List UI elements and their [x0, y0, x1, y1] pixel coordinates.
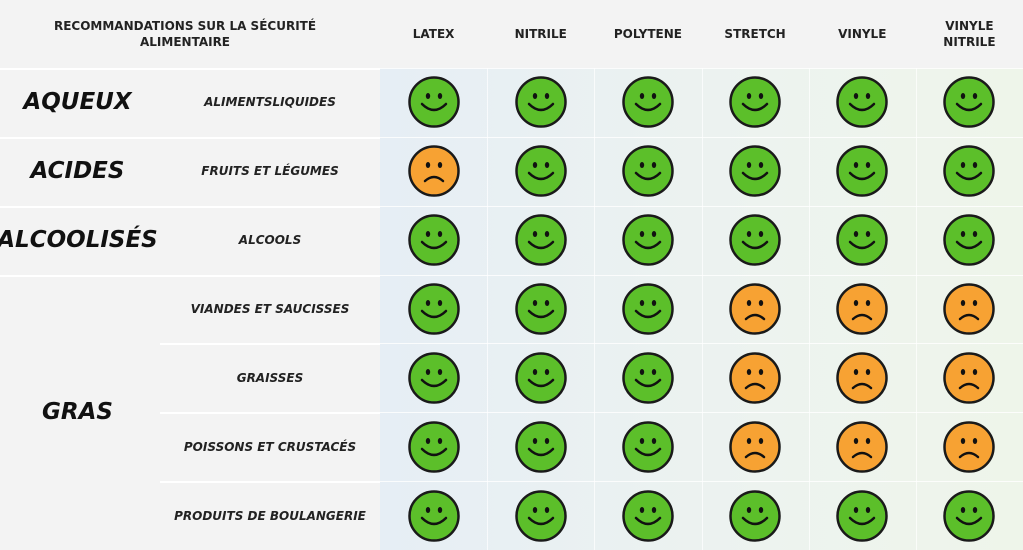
smiley-sad [836, 283, 888, 335]
smiley-happy [729, 76, 781, 129]
row-separator [0, 136, 380, 139]
row-label: GRAISSES [236, 370, 304, 385]
row-separator [380, 343, 1023, 345]
smiley-happy [515, 76, 567, 129]
row-separator [380, 274, 1023, 276]
smiley-happy [729, 489, 781, 542]
column-header: POLYTENE [613, 27, 682, 41]
column-header: VINYLE [838, 27, 887, 41]
column-separator [808, 68, 810, 550]
smiley-happy [407, 214, 460, 266]
smiley-happy [622, 352, 674, 404]
column-separator [701, 68, 703, 550]
smiley-sad [729, 352, 781, 404]
smiley-happy [515, 489, 567, 542]
column-header: NITRILE [514, 27, 567, 41]
row-label: PRODUITS DE BOULANGERIE [174, 508, 366, 523]
smiley-happy [407, 489, 460, 542]
smiley-happy [729, 214, 781, 266]
column-separator [594, 68, 596, 550]
smiley-happy [943, 76, 996, 129]
smiley-happy [836, 76, 888, 129]
smiley-happy [515, 420, 567, 473]
row-separator [380, 68, 1023, 69]
row-separator [160, 412, 380, 415]
smiley-happy [836, 214, 888, 266]
smiley-happy [515, 352, 567, 404]
smiley-happy [622, 283, 674, 335]
smiley-happy [943, 489, 996, 542]
row-separator [380, 205, 1023, 207]
group-label: GRAS [42, 399, 113, 426]
row-label: ALIMENTSLIQUIDES [204, 95, 336, 110]
smiley-sad [943, 420, 996, 473]
smiley-happy [515, 283, 567, 335]
group-label: ACIDES [30, 158, 125, 185]
row-separator [0, 274, 380, 277]
smiley-happy [515, 145, 567, 198]
row-label: POISSONS ET CRUSTACÉS [183, 439, 357, 454]
column-separator [915, 68, 917, 550]
smiley-happy [622, 214, 674, 266]
smiley-happy [407, 76, 460, 129]
header-title: RECOMMANDATIONS SUR LA SÉCURITÉ ALIMENTA… [53, 19, 317, 49]
row-separator [160, 481, 380, 484]
smiley-sad [729, 420, 781, 473]
row-separator [380, 412, 1023, 414]
group-label: AQUEUX [23, 89, 132, 116]
row-separator [160, 343, 380, 346]
smiley-happy [943, 214, 996, 266]
row-label: VIANDES ET SAUCISSES [190, 301, 350, 316]
smiley-happy [407, 283, 460, 335]
column-header: VINYLE NITRILE [943, 19, 996, 49]
smiley-happy [729, 145, 781, 198]
column-separator [487, 68, 489, 550]
smiley-happy [943, 145, 996, 198]
smiley-happy [622, 420, 674, 473]
smiley-happy [407, 420, 460, 473]
row-label: FRUITS ET LÉGUMES [201, 164, 339, 179]
row-label: ALCOOLS [238, 233, 302, 248]
row-separator [380, 136, 1023, 138]
smiley-sad [943, 283, 996, 335]
smiley-sad [407, 145, 460, 198]
smiley-happy [407, 352, 460, 404]
smiley-happy [515, 214, 567, 266]
smiley-happy [622, 76, 674, 129]
row-separator [0, 205, 380, 208]
column-header: LATEX [412, 27, 455, 41]
smiley-sad [943, 352, 996, 404]
smiley-happy [836, 489, 888, 542]
smiley-sad [836, 420, 888, 473]
smiley-happy [622, 145, 674, 198]
column-header: STRETCH [724, 27, 786, 41]
group-label: ALCOOLISÉS [0, 227, 158, 254]
smiley-sad [729, 283, 781, 335]
smiley-happy [836, 145, 888, 198]
smiley-happy [622, 489, 674, 542]
row-separator [0, 68, 380, 70]
row-separator [380, 481, 1023, 483]
smiley-sad [836, 352, 888, 404]
